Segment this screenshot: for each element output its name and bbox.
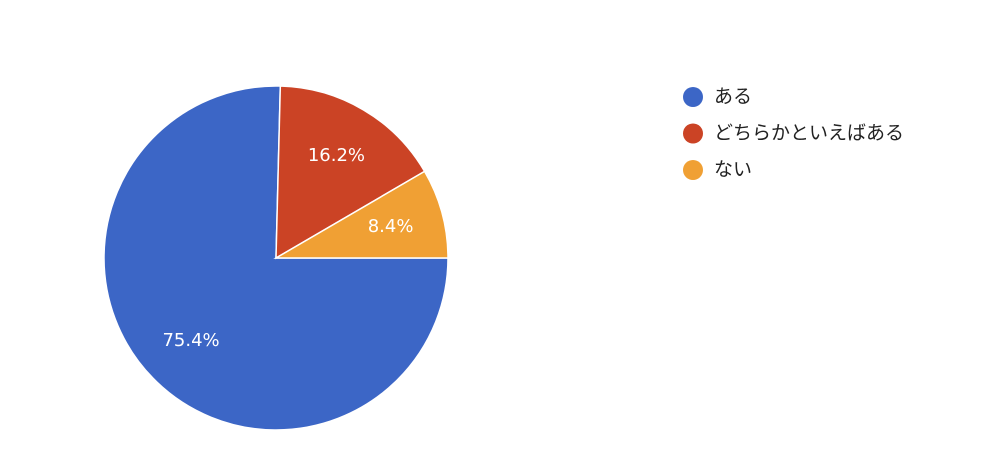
legend-label: どちらかといえばある — [714, 122, 904, 144]
legend-marker — [683, 160, 703, 180]
value-label: 75.4% — [162, 330, 219, 351]
legend-label: ある — [714, 86, 752, 108]
legend-marker — [683, 123, 703, 144]
value-label: 8.4% — [368, 216, 414, 237]
pie-slice — [275, 85, 426, 260]
value-label: 16.2% — [308, 145, 365, 166]
pie-slice — [273, 170, 449, 259]
legend-label: ない — [714, 159, 752, 181]
legend-marker — [683, 87, 703, 107]
